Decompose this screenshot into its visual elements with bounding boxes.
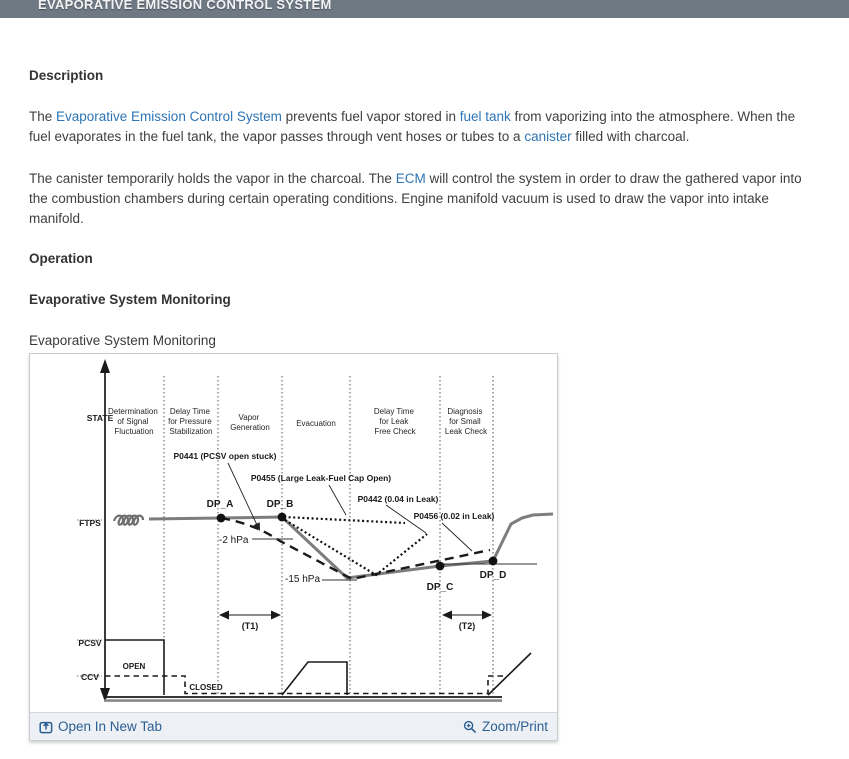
p0456-pointer bbox=[441, 522, 473, 552]
pcsv-label: PCSV bbox=[78, 638, 101, 648]
axis-arrow-down-icon bbox=[100, 688, 110, 702]
minus15hpa-label: -15 hPa bbox=[285, 574, 320, 585]
phase-dividers bbox=[163, 376, 494, 696]
ccv-waveform bbox=[105, 675, 507, 695]
ftps-trace-dashed bbox=[220, 516, 491, 581]
pcsv-waveform bbox=[105, 639, 532, 696]
text-segment: filled with charcoal. bbox=[571, 129, 690, 144]
description-paragraph-2: The canister temporarily holds the vapor… bbox=[29, 169, 811, 229]
p0441-pointer bbox=[227, 462, 258, 526]
link-ecm[interactable]: ECM bbox=[395, 171, 426, 186]
link-fuel-tank[interactable]: fuel tank bbox=[459, 109, 511, 124]
article-body: Description The Evaporative Emission Con… bbox=[29, 68, 811, 741]
zoom-magnifier-icon bbox=[463, 720, 477, 733]
text-segment: The bbox=[29, 109, 57, 124]
open-in-new-tab-label: Open In New Tab bbox=[58, 719, 163, 734]
zoom-print-label: Zoom/Print bbox=[481, 719, 548, 734]
figure-viewer-widget: STATE FTPS PCSV CCV Determination of Sig… bbox=[29, 353, 558, 741]
t2-arrow-left-icon bbox=[442, 610, 452, 620]
dtc-p0442-label: P0442 (0.04 in Leak) bbox=[358, 494, 439, 504]
text-segment: will control the system in order to draw… bbox=[29, 171, 802, 226]
phase-title: Delay Time for Pressure Stabilization bbox=[168, 407, 214, 436]
state-label: STATE bbox=[87, 413, 114, 423]
ftps-label: FTPS bbox=[79, 518, 101, 528]
dtc-p0456-label: P0456 (0.02 in Leak) bbox=[414, 511, 495, 521]
evap-monitoring-diagram: STATE FTPS PCSV CCV Determination of Sig… bbox=[30, 354, 555, 712]
link-evap-system[interactable]: Evaporative Emission Control System bbox=[56, 109, 282, 124]
dp-d-label: DP_D bbox=[480, 570, 507, 581]
page-header-bar: EVAPORATIVE EMISSION CONTROL SYSTEM bbox=[0, 0, 849, 18]
text-segment: from vaporizing into the atmosphere. Whe… bbox=[29, 109, 796, 144]
ftps-trace-p0442-dotted bbox=[284, 519, 428, 577]
open-in-new-tab-link[interactable]: Open In New Tab bbox=[39, 719, 162, 734]
text-segment: The canister temporarily holds the vapor… bbox=[29, 171, 396, 186]
ftps-fluctuation-squiggle bbox=[112, 514, 145, 526]
operation-heading: Operation bbox=[29, 251, 93, 266]
dtc-p0441-label: P0441 (PCSV open stuck) bbox=[174, 451, 277, 461]
phase-title: Delay Time for Leak Free Check bbox=[374, 407, 417, 436]
t1-arrow-left-icon bbox=[219, 610, 229, 620]
figure-toolbar: Open In New Tab Zoom/Print bbox=[30, 712, 557, 740]
p0455-pointer bbox=[328, 484, 347, 516]
phase-title: Determination of Signal Fluctuation bbox=[108, 407, 160, 436]
minus2hpa-label: -2 hPa bbox=[219, 535, 249, 546]
page-title: EVAPORATIVE EMISSION CONTROL SYSTEM bbox=[38, 0, 332, 12]
dp-c-label: DP_C bbox=[427, 582, 454, 593]
closed-state-label: CLOSED bbox=[189, 683, 223, 692]
dtc-p0455-label: P0455 (Large Leak-Fuel Cap Open) bbox=[251, 473, 391, 483]
phase-title: Diagnosis for Small Leak Check bbox=[445, 407, 488, 436]
dp-a-label: DP_A bbox=[207, 499, 234, 510]
text-segment: prevents fuel vapor stored in bbox=[281, 109, 460, 124]
ftps-trace-p0455-dotted bbox=[283, 515, 406, 525]
description-heading: Description bbox=[29, 68, 104, 83]
t2-arrow-right-icon bbox=[482, 610, 492, 620]
t1-label: (T1) bbox=[242, 621, 259, 631]
monitoring-heading: Evaporative System Monitoring bbox=[29, 292, 231, 307]
description-paragraph-1: The Evaporative Emission Control System … bbox=[29, 107, 811, 147]
phase-title: Evacuation bbox=[296, 419, 336, 428]
open-in-new-tab-icon bbox=[39, 721, 53, 733]
zoom-print-link[interactable]: Zoom/Print bbox=[463, 719, 548, 734]
link-canister[interactable]: canister bbox=[524, 129, 572, 144]
dp-b-label: DP_B bbox=[267, 499, 294, 510]
axis-arrow-up-icon bbox=[100, 359, 110, 373]
phase-title: Vapor Generation bbox=[230, 413, 270, 432]
t1-arrow-right-icon bbox=[271, 610, 281, 620]
figure-caption: Evaporative System Monitoring bbox=[29, 333, 216, 348]
ccv-label: CCV bbox=[81, 672, 99, 682]
t2-label: (T2) bbox=[459, 621, 476, 631]
dp-markers bbox=[216, 512, 498, 571]
open-state-label: OPEN bbox=[123, 662, 146, 671]
p0441-pointer-arrow-icon bbox=[253, 522, 260, 531]
p0442-pointer bbox=[385, 504, 427, 534]
ftps-trace-normal bbox=[148, 512, 554, 580]
phase-titles: Determination of Signal Fluctuation Dela… bbox=[108, 407, 488, 436]
